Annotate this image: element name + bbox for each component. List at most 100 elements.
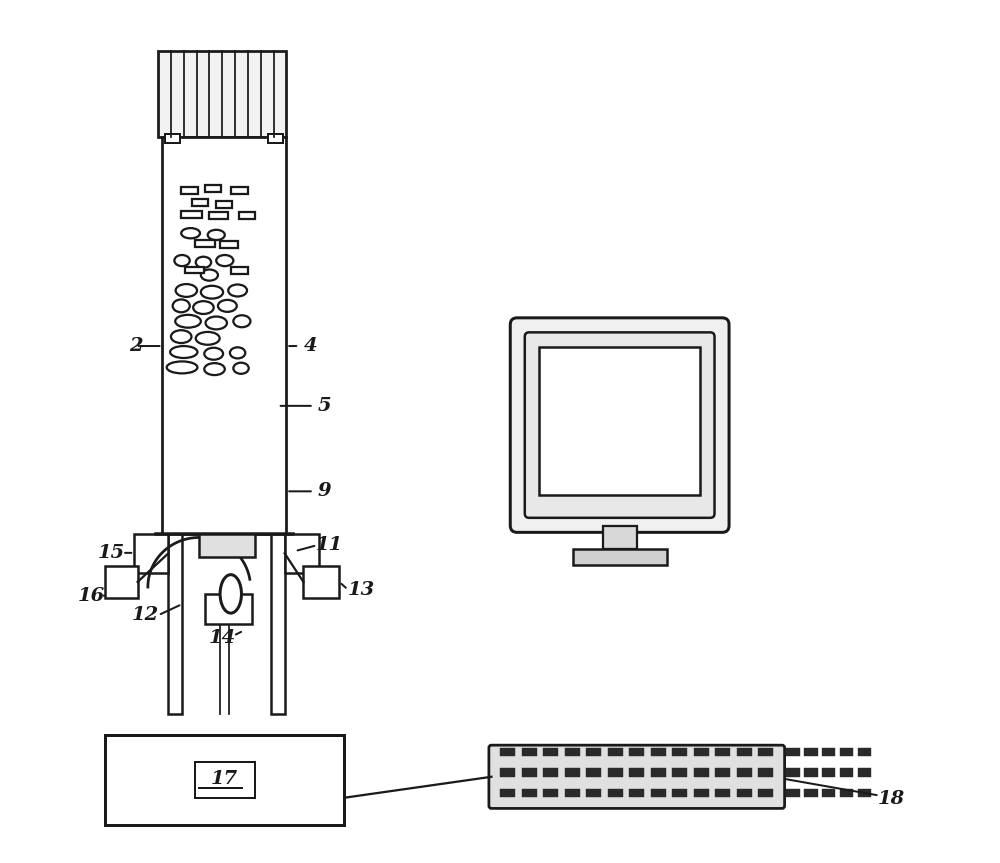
Text: 9: 9	[318, 482, 332, 501]
Bar	[500, 747, 515, 756]
Ellipse shape	[216, 255, 233, 266]
Bar	[804, 789, 818, 797]
Bar	[158, 51, 286, 136]
Bar	[758, 789, 773, 797]
Ellipse shape	[167, 362, 197, 374]
Bar	[858, 768, 871, 777]
Text: 11: 11	[315, 536, 343, 554]
Bar	[804, 747, 818, 756]
Bar	[162, 136, 286, 534]
Bar	[185, 267, 204, 274]
Ellipse shape	[206, 317, 227, 330]
Text: 2: 2	[129, 337, 143, 355]
Bar	[205, 186, 221, 192]
Bar	[672, 789, 687, 797]
Bar	[840, 789, 853, 797]
Bar	[737, 747, 752, 756]
FancyBboxPatch shape	[510, 318, 729, 532]
Bar	[786, 747, 800, 756]
Bar	[758, 747, 773, 756]
Bar	[608, 789, 623, 797]
Bar	[565, 747, 580, 756]
Ellipse shape	[201, 286, 223, 299]
Ellipse shape	[181, 228, 200, 238]
Ellipse shape	[204, 348, 223, 360]
Ellipse shape	[193, 301, 214, 314]
Ellipse shape	[233, 362, 249, 374]
Bar	[629, 768, 644, 777]
Text: 12: 12	[132, 606, 159, 624]
Bar	[603, 526, 637, 550]
Bar	[239, 211, 255, 218]
Bar	[192, 199, 208, 206]
Ellipse shape	[220, 575, 241, 613]
Ellipse shape	[196, 332, 220, 344]
Bar	[822, 789, 835, 797]
Bar	[694, 789, 709, 797]
Text: 16: 16	[78, 587, 105, 605]
Text: 17: 17	[211, 771, 238, 788]
Bar	[522, 747, 537, 756]
Bar	[840, 768, 853, 777]
Bar	[715, 768, 730, 777]
Bar	[651, 789, 666, 797]
Bar	[586, 789, 601, 797]
Bar	[786, 789, 800, 797]
Bar	[231, 187, 248, 194]
Bar	[195, 240, 215, 247]
Bar	[303, 565, 339, 598]
Bar	[500, 768, 515, 777]
Bar	[205, 594, 252, 624]
Ellipse shape	[201, 269, 218, 280]
Ellipse shape	[175, 315, 201, 328]
Bar	[573, 550, 667, 564]
Ellipse shape	[233, 315, 250, 327]
FancyBboxPatch shape	[525, 332, 715, 518]
Ellipse shape	[171, 331, 191, 343]
Bar	[804, 768, 818, 777]
Bar	[758, 768, 773, 777]
Bar	[181, 187, 198, 194]
Bar	[629, 747, 644, 756]
Ellipse shape	[204, 363, 225, 375]
Bar	[500, 789, 515, 797]
Bar	[539, 347, 700, 494]
Ellipse shape	[170, 346, 197, 358]
Bar	[786, 768, 800, 777]
Bar	[195, 762, 255, 797]
FancyBboxPatch shape	[489, 745, 785, 809]
Ellipse shape	[176, 284, 197, 297]
Bar	[220, 241, 238, 248]
Text: 13: 13	[348, 581, 375, 599]
Bar	[840, 747, 853, 756]
Bar	[694, 747, 709, 756]
Bar	[608, 747, 623, 756]
Ellipse shape	[230, 347, 245, 358]
Bar	[715, 789, 730, 797]
Text: 5: 5	[318, 397, 332, 415]
Bar	[672, 768, 687, 777]
Bar	[694, 768, 709, 777]
Bar	[543, 747, 558, 756]
Bar	[586, 768, 601, 777]
Bar	[543, 768, 558, 777]
Bar	[181, 211, 202, 217]
Bar	[651, 747, 666, 756]
Bar	[737, 789, 752, 797]
Bar	[105, 735, 344, 825]
Ellipse shape	[218, 299, 237, 312]
Bar	[586, 747, 601, 756]
Bar	[522, 768, 537, 777]
Text: 14: 14	[209, 629, 236, 647]
Bar	[168, 534, 182, 714]
Ellipse shape	[208, 230, 225, 240]
Bar	[105, 565, 138, 598]
Ellipse shape	[196, 256, 211, 268]
Bar	[199, 534, 255, 557]
Bar	[271, 534, 285, 714]
Bar	[629, 789, 644, 797]
Bar	[858, 789, 871, 797]
Bar	[209, 211, 228, 218]
Text: 15: 15	[98, 544, 125, 562]
Bar	[565, 789, 580, 797]
